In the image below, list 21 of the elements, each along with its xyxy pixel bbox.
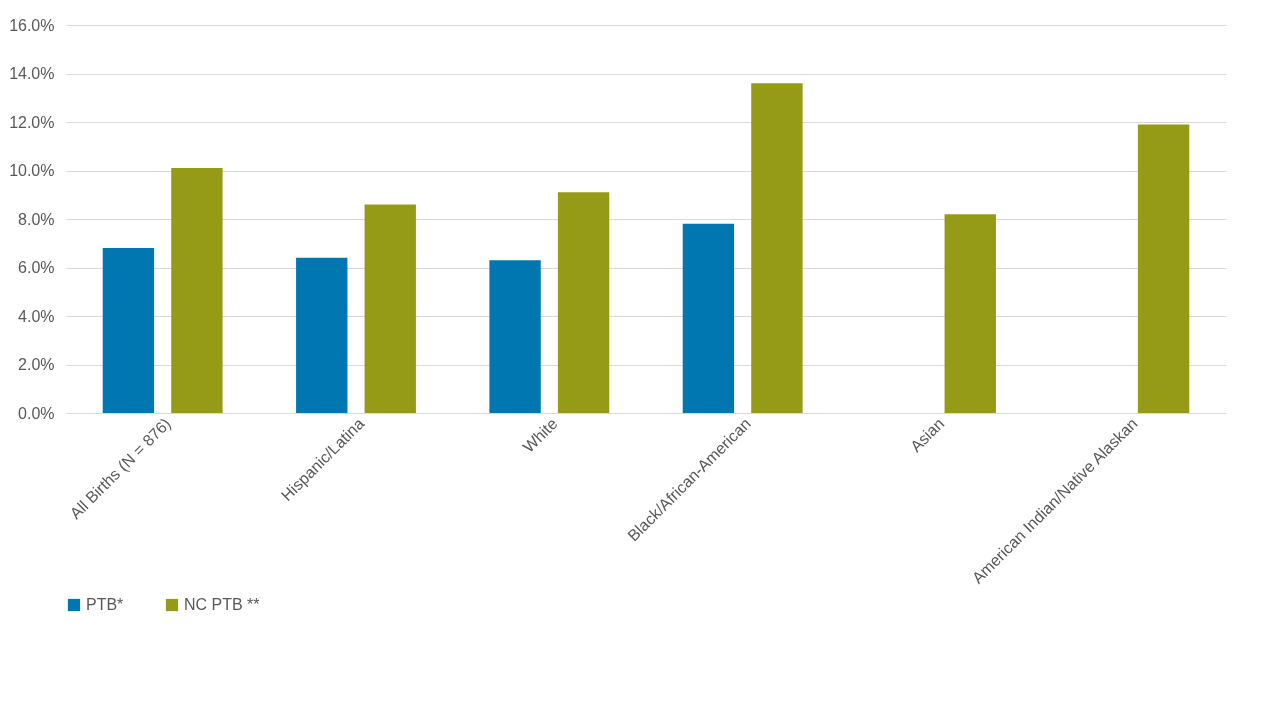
bar	[557, 192, 610, 413]
y-tick-label: 14.0%	[9, 65, 55, 82]
bar	[751, 83, 803, 413]
bar	[682, 223, 735, 413]
legend-label: PTB*	[86, 596, 124, 613]
y-tick-label: 0.0%	[18, 404, 55, 422]
y-tick-label: 2.0%	[18, 356, 55, 373]
y-tick-label: 6.0%	[18, 259, 55, 276]
y-tick-label: 4.0%	[18, 307, 55, 325]
y-tick-label: 10.0%	[9, 162, 55, 179]
bar	[364, 204, 416, 413]
bar	[102, 248, 155, 413]
bar	[1137, 124, 1190, 413]
legend-label: NC PTB **	[184, 596, 260, 613]
bar	[296, 257, 348, 413]
y-tick-label: 12.0%	[9, 113, 55, 131]
bar	[489, 260, 541, 413]
y-tick-label: 8.0%	[18, 210, 55, 228]
y-tick-label: 16.0%	[9, 16, 55, 34]
bar	[171, 168, 223, 413]
bar	[944, 214, 996, 413]
